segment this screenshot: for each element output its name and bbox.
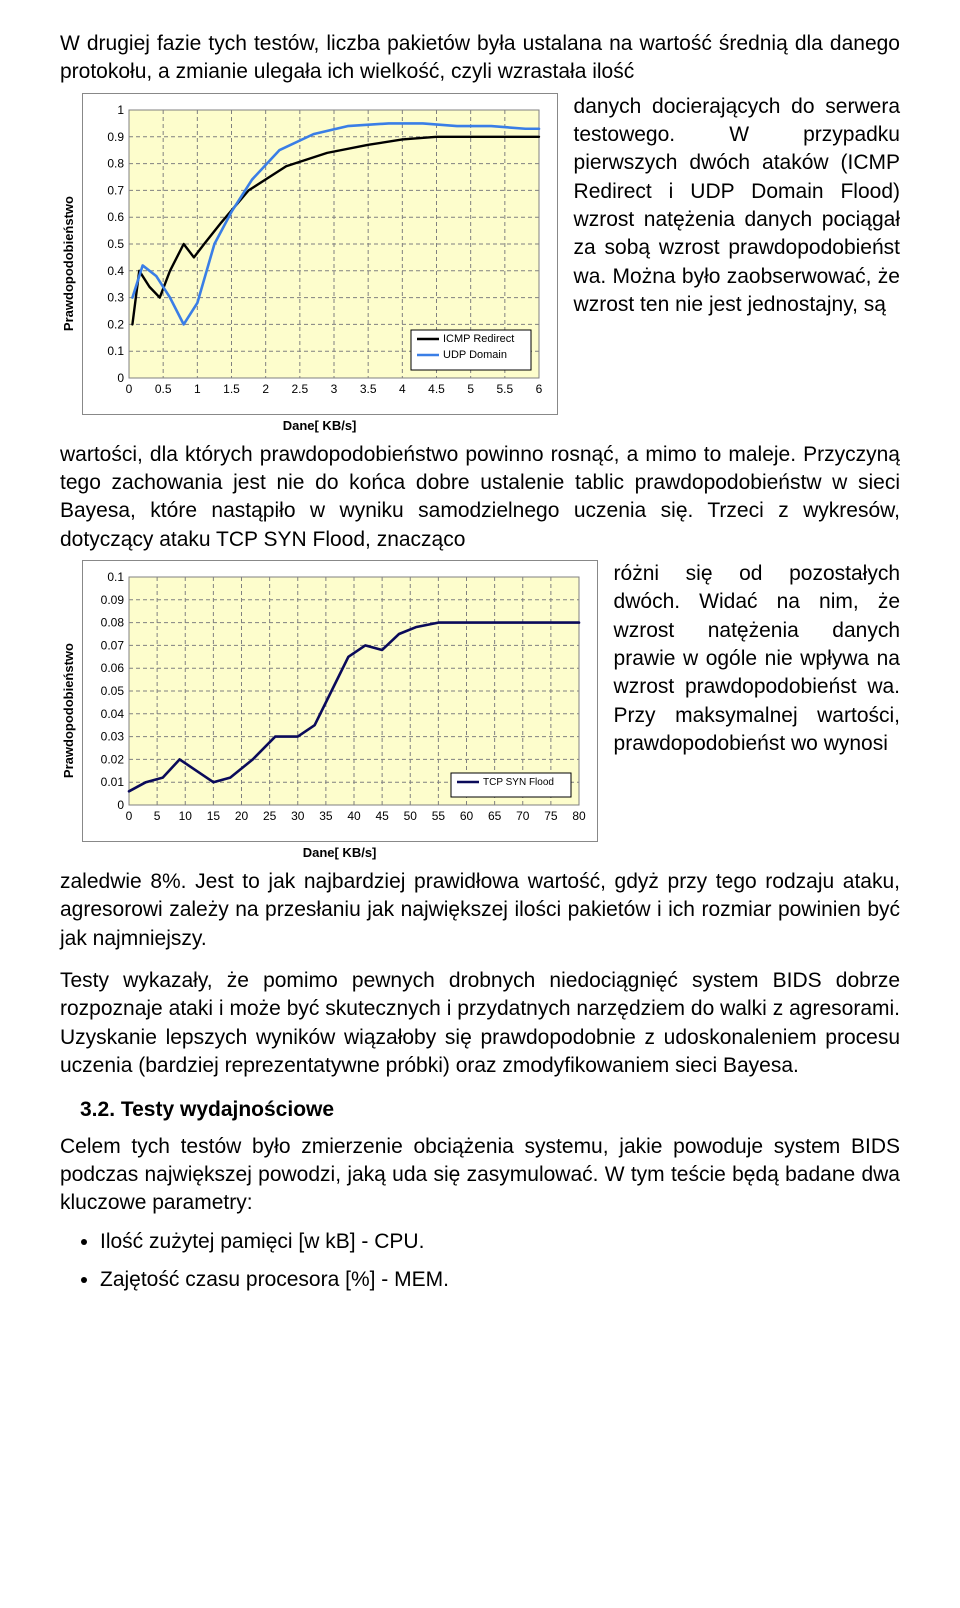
svg-text:2.5: 2.5 <box>291 382 308 396</box>
svg-text:6: 6 <box>535 382 542 396</box>
svg-text:1: 1 <box>194 382 201 396</box>
svg-text:0.07: 0.07 <box>100 638 124 652</box>
svg-text:0.2: 0.2 <box>107 317 124 331</box>
svg-text:50: 50 <box>403 809 417 823</box>
after-paragraph: zaledwie 8%. Jest to jak najbardziej pra… <box>60 868 900 953</box>
svg-text:0.01: 0.01 <box>100 775 124 789</box>
svg-text:0.5: 0.5 <box>107 237 124 251</box>
svg-text:0: 0 <box>125 382 132 396</box>
svg-text:0.06: 0.06 <box>100 661 124 675</box>
svg-text:70: 70 <box>516 809 530 823</box>
svg-text:0.3: 0.3 <box>107 290 124 304</box>
subheading: 3.2. Testy wydajnościowe <box>80 1096 900 1124</box>
chart2: 0 0.01 0.02 0.03 0.04 0.05 0.06 0.07 0.08 0.09 0.1… <box>82 560 598 842</box>
chart1-ylabel: Prawdopodobieństwo <box>60 196 78 331</box>
chart1-side-text: danych docierających do serwera testoweg… <box>574 93 900 320</box>
svg-text:ICMP Redirect: ICMP Redirect <box>443 333 514 345</box>
svg-text:3.5: 3.5 <box>359 382 376 396</box>
svg-text:TCP SYN Flood: TCP SYN Flood <box>483 777 554 788</box>
svg-text:65: 65 <box>487 809 501 823</box>
svg-text:10: 10 <box>178 809 192 823</box>
chart1-xlabel: Dane[ KB/s] <box>82 417 558 435</box>
svg-text:0.05: 0.05 <box>100 684 124 698</box>
svg-text:5: 5 <box>153 809 160 823</box>
chart2-side-text: różni się od pozostałych dwóch. Widać na… <box>614 560 900 758</box>
svg-text:80: 80 <box>572 809 586 823</box>
svg-text:0.9: 0.9 <box>107 129 124 143</box>
svg-text:0.7: 0.7 <box>107 183 124 197</box>
bullet-item-mem: Zajętość czasu procesora [%] - MEM. <box>100 1266 900 1294</box>
chart2-xlabel: Dane[ KB/s] <box>82 844 598 862</box>
chart2-ylabel: Prawdopodobieństwo <box>60 643 78 778</box>
svg-text:55: 55 <box>431 809 445 823</box>
svg-text:60: 60 <box>459 809 473 823</box>
intro-paragraph-top: W drugiej fazie tych testów, liczba paki… <box>60 30 900 87</box>
bullet-list: Ilość zużytej pamięci [w kB] - CPU. Zaję… <box>100 1228 900 1295</box>
mid-paragraph: wartości, dla których prawdopodobieństwo… <box>60 441 900 554</box>
svg-text:0.1: 0.1 <box>107 570 124 584</box>
svg-text:0.08: 0.08 <box>100 616 124 630</box>
svg-text:0.4: 0.4 <box>107 263 124 277</box>
chart1-wrap: Prawdopodobieństwo 0 0.1 0.2 0.3 0.4 0.5 0.6 0.… <box>60 93 558 435</box>
svg-text:35: 35 <box>319 809 333 823</box>
svg-text:UDP Domain: UDP Domain <box>443 349 507 361</box>
chart1-block: Prawdopodobieństwo 0 0.1 0.2 0.3 0.4 0.5 0.6 0.… <box>60 93 900 435</box>
chart2-wrap: Prawdopodobieństwo 0 0.01 0.02 0.03 0.04 0.05… <box>60 560 598 862</box>
svg-text:0.5: 0.5 <box>154 382 171 396</box>
svg-text:20: 20 <box>234 809 248 823</box>
svg-text:0.8: 0.8 <box>107 156 124 170</box>
svg-text:2: 2 <box>262 382 269 396</box>
bullet-item-cpu: Ilość zużytej pamięci [w kB] - CPU. <box>100 1228 900 1256</box>
chart1: 0 0.1 0.2 0.3 0.4 0.5 0.6 0.7 0.8 0.9 1 0 0.5 1 1.5 2 2.… <box>82 93 558 415</box>
svg-text:0.04: 0.04 <box>100 707 124 721</box>
svg-text:5: 5 <box>467 382 474 396</box>
svg-text:45: 45 <box>375 809 389 823</box>
chart2-block: Prawdopodobieństwo 0 0.01 0.02 0.03 0.04 0.05… <box>60 560 900 862</box>
svg-text:0: 0 <box>125 809 132 823</box>
svg-text:0.6: 0.6 <box>107 210 124 224</box>
svg-text:30: 30 <box>291 809 305 823</box>
svg-text:0.03: 0.03 <box>100 730 124 744</box>
svg-text:4: 4 <box>399 382 406 396</box>
tests-paragraph: Testy wykazały, że pomimo pewnych drobny… <box>60 967 900 1080</box>
svg-text:0.02: 0.02 <box>100 752 124 766</box>
perf-paragraph: Celem tych testów było zmierzenie obciąż… <box>60 1133 900 1218</box>
svg-text:4.5: 4.5 <box>428 382 445 396</box>
svg-text:0: 0 <box>117 371 124 385</box>
svg-text:5.5: 5.5 <box>496 382 513 396</box>
svg-text:40: 40 <box>347 809 361 823</box>
svg-text:25: 25 <box>262 809 276 823</box>
svg-text:3: 3 <box>330 382 337 396</box>
svg-text:0: 0 <box>117 798 124 812</box>
svg-text:1: 1 <box>117 103 124 117</box>
svg-text:1.5: 1.5 <box>223 382 240 396</box>
svg-text:15: 15 <box>206 809 220 823</box>
svg-text:0.1: 0.1 <box>107 344 124 358</box>
svg-text:75: 75 <box>544 809 558 823</box>
svg-text:0.09: 0.09 <box>100 593 124 607</box>
